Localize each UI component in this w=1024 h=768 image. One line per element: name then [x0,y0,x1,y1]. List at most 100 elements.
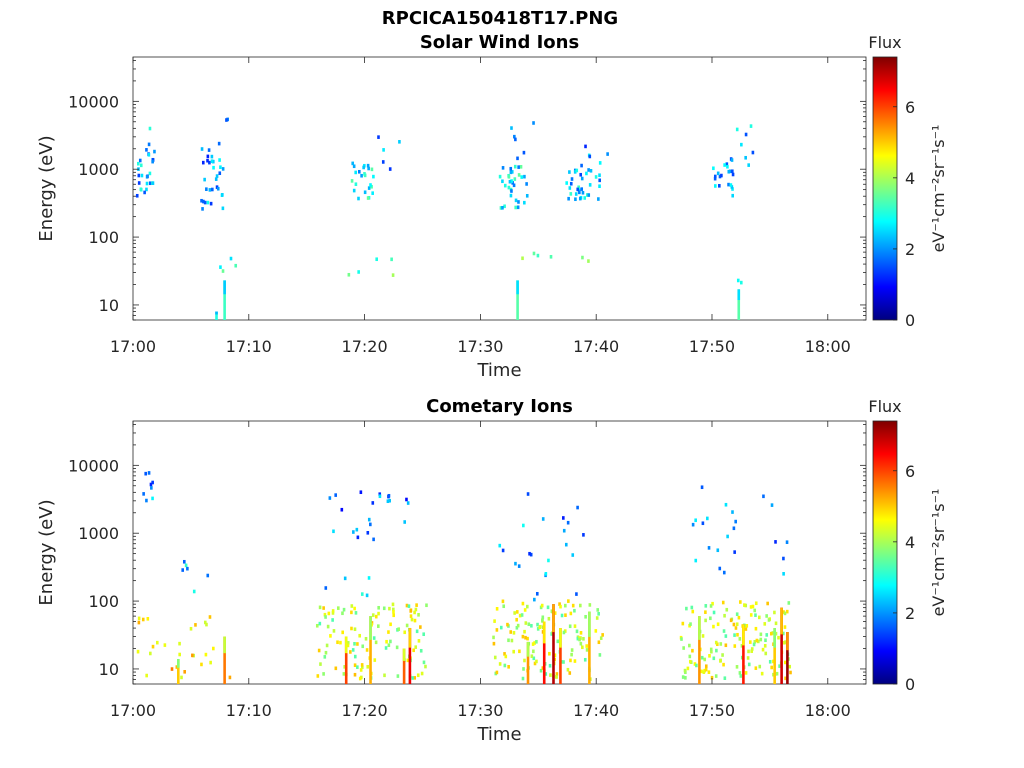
data-cell [767,618,771,622]
data-column-cap [559,628,562,648]
data-cell [527,622,531,627]
data-cell [695,663,698,668]
data-cell [218,171,222,176]
data-cell [597,612,600,616]
data-cell [153,149,156,154]
data-cell [145,174,149,179]
data-cell [208,615,212,619]
data-cell [184,563,188,568]
data-cell [594,629,598,633]
data-cell [573,170,577,174]
data-cell [406,501,410,505]
data-cell [382,606,386,611]
data-cell [514,137,517,142]
data-cell [772,659,775,664]
data-cell [145,498,148,503]
data-cell [498,174,502,179]
y-axis-label: Energy (eV) [36,135,57,241]
data-column [516,280,519,320]
data-cell [352,164,356,169]
x-axis-label: Time [476,724,521,745]
data-cell [361,644,365,649]
data-cell [331,611,335,615]
data-cell [519,165,523,169]
data-cell [691,648,694,653]
data-cell [524,635,527,640]
data-cell [546,605,550,610]
data-cell [704,664,708,669]
colorbar-tick-label: 4 [905,533,915,552]
data-cell [568,671,572,675]
data-cell [540,603,544,608]
data-cell [689,622,692,626]
data-cell [145,148,148,152]
data-cell [575,629,579,634]
data-cell [783,660,787,665]
data-cell [768,659,772,664]
data-cell [202,199,205,204]
data-cell [681,621,685,626]
data-cell [726,534,729,539]
data-cell [723,676,727,680]
y-tick-label: 10 [99,660,119,679]
data-cell [594,175,598,179]
data-cell [518,649,521,654]
data-cell [417,612,420,617]
data-cell [357,270,360,274]
data-column [369,616,372,684]
data-cell [341,611,344,616]
data-cell [785,540,789,545]
data-cell [343,576,347,581]
colorbar-tick-label: 2 [905,240,915,259]
data-cell [740,142,743,147]
data-cell [334,493,337,497]
data-cell [334,666,338,671]
data-cell [336,606,340,610]
data-cell [422,632,426,637]
data-cell [503,183,507,188]
y-axis-label: Energy (eV) [36,499,57,605]
data-cell [317,648,321,653]
data-cell [782,556,785,561]
data-cell [533,597,536,602]
data-cell [526,604,529,609]
data-cell [563,629,567,633]
data-cell [783,625,787,629]
data-cell [570,648,574,652]
data-cell [712,624,715,629]
data-cell [329,634,332,638]
data-cell [533,641,536,645]
data-cell [541,666,545,670]
data-cell [710,649,713,654]
data-cell [710,675,714,680]
data-cell [760,671,764,676]
data-cell [350,626,353,631]
data-cell [318,621,322,626]
data-cell [136,161,140,166]
data-cell [708,654,711,658]
data-cell [554,675,558,679]
data-cell [228,675,232,680]
data-cell [766,601,769,606]
data-cell [147,142,151,147]
data-cell [733,633,736,637]
data-column [698,616,701,684]
data-cell [588,603,592,607]
data-cell [323,612,327,617]
data-cell [764,638,767,643]
data-cell [556,639,560,644]
data-cell [218,158,221,162]
data-cell [579,631,583,635]
data-cell [144,471,148,476]
data-cell [714,674,718,678]
data-cell [585,193,589,197]
data-cell [549,673,552,677]
data-cell [532,649,535,654]
data-cell [371,613,375,617]
data-cell [389,622,392,627]
x-tick-label: 17:00 [110,337,156,356]
data-cell [736,632,739,637]
data-column-cap [516,280,519,295]
data-cell [350,179,354,183]
